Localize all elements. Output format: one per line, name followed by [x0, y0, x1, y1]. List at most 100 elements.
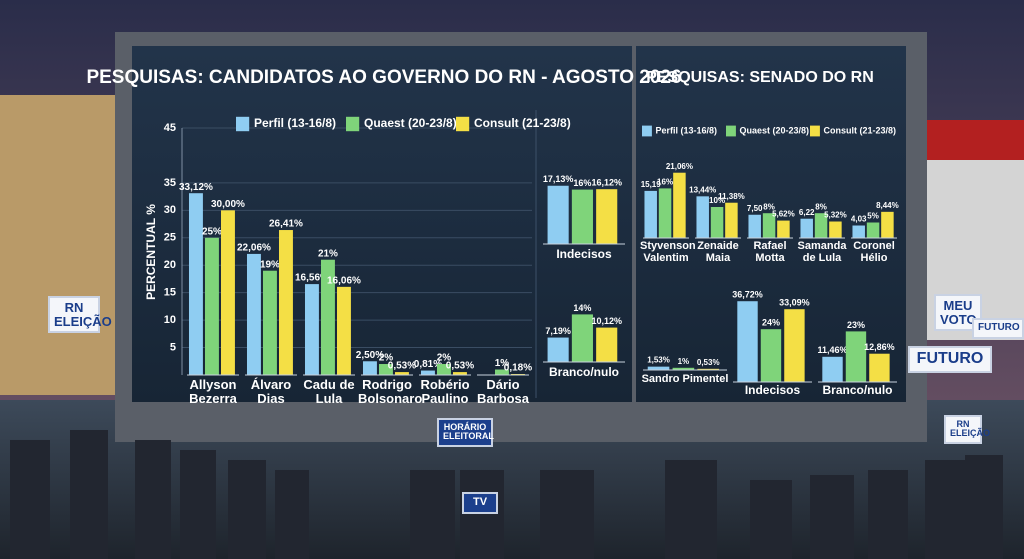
legend-swatch	[456, 116, 470, 132]
bar	[378, 364, 393, 375]
value-label: 8,44%	[876, 201, 899, 210]
value-label: 25%	[202, 226, 222, 237]
legend-swatch	[642, 125, 652, 137]
bar	[672, 367, 695, 370]
bar	[647, 366, 670, 370]
legend-label: Quaest (20-23/8)	[740, 125, 810, 135]
tv-logo: TV	[462, 492, 498, 514]
crowd	[10, 430, 1003, 559]
bar	[881, 211, 894, 238]
value-label: 33,09%	[779, 298, 810, 308]
legend-label: Perfil (13-16/8)	[254, 116, 336, 130]
legend-swatch	[726, 125, 736, 137]
value-label: 0,81%	[414, 359, 442, 370]
y-tick-label: 35	[164, 177, 176, 189]
bar	[777, 220, 790, 238]
value-label: 2%	[437, 353, 452, 364]
y-tick-label: 20	[164, 259, 176, 271]
bar	[866, 222, 880, 238]
value-label: 13,44%	[689, 185, 716, 194]
y-tick-label: 10	[164, 314, 176, 326]
value-label: 16,56%	[295, 273, 329, 284]
value-label: 23%	[847, 320, 865, 330]
value-label: 10,12%	[591, 316, 622, 326]
sign: RN ELEIÇÃO	[944, 415, 990, 444]
value-label: 19%	[260, 259, 280, 270]
bar	[320, 259, 335, 375]
value-label: 0,53%	[446, 361, 474, 372]
category-label: Indecisos	[556, 247, 612, 261]
value-label: 1%	[495, 358, 510, 369]
category-label: Indecisos	[744, 383, 801, 397]
bar	[596, 189, 618, 244]
bar	[644, 190, 657, 238]
value-label: 8%	[763, 202, 775, 211]
category-label: Coronel Hélio	[853, 240, 895, 264]
legend-label: Consult (21-23/8)	[474, 116, 571, 130]
legend-label: Consult (21-23/8)	[824, 125, 897, 135]
value-label: 0,53%	[697, 358, 720, 367]
value-label: 24%	[762, 318, 780, 328]
category-label: Cadu de Lula	[303, 377, 355, 406]
category-label: Allyson Bezerra	[189, 377, 237, 406]
bar	[737, 301, 758, 382]
category-label: Branco/nulo	[548, 365, 619, 379]
bar	[337, 286, 351, 375]
bar	[658, 188, 672, 238]
bar	[362, 361, 377, 375]
value-label: 33,12%	[179, 182, 213, 193]
value-label: 1,53%	[647, 356, 670, 365]
bar	[710, 207, 724, 238]
value-label: 16%	[573, 178, 591, 188]
value-label: 30,00%	[211, 199, 245, 210]
value-label: 36,72%	[732, 290, 763, 300]
bar	[547, 337, 569, 362]
category-label: Samanda de Lula	[797, 240, 847, 264]
value-label: 7,50	[747, 204, 763, 213]
value-label: 2,50%	[356, 350, 384, 361]
bar	[547, 185, 569, 244]
category-label: Dário Barbosa	[476, 377, 530, 406]
bar	[760, 329, 782, 382]
value-label: 6,22	[799, 208, 815, 217]
category-label: Zenaide Maia	[697, 240, 739, 264]
chart-title: PESQUISAS: CANDIDATOS AO GOVERNO DO RN -…	[86, 67, 681, 88]
value-label: 21,06%	[666, 162, 693, 171]
legend-swatch	[346, 116, 360, 132]
value-label: 8%	[815, 202, 827, 211]
value-label: 1%	[678, 357, 690, 366]
value-label: 16%	[657, 178, 673, 187]
category-label: Rodrigo Bolsonaro	[358, 377, 423, 406]
legend-swatch	[236, 116, 250, 132]
y-tick-label: 5	[170, 341, 176, 353]
value-label: 22,06%	[237, 243, 271, 254]
bar	[725, 202, 738, 238]
sign: FUTURO	[908, 346, 992, 373]
sign: RN ELEIÇÃO	[48, 296, 112, 334]
bar	[800, 218, 813, 238]
value-label: 17,13%	[543, 174, 574, 184]
y-tick-label: 45	[164, 122, 176, 134]
bar	[420, 370, 435, 375]
value-label: 5,62%	[772, 210, 795, 219]
value-label: 5,32%	[824, 211, 847, 220]
bar	[697, 368, 720, 370]
value-label: 12,86%	[864, 342, 895, 352]
value-label: 14%	[573, 303, 591, 313]
bar	[852, 225, 865, 238]
value-label: 26,41%	[269, 219, 303, 230]
bar	[188, 193, 203, 375]
value-label: 16,12%	[591, 178, 622, 188]
value-label: 4,03	[851, 215, 867, 224]
bar	[748, 214, 761, 238]
y-axis-label: PERCENTUAL %	[144, 204, 158, 300]
legend-swatch	[810, 125, 820, 137]
y-tick-label: 25	[164, 232, 176, 244]
bar	[673, 172, 686, 238]
y-tick-label: 15	[164, 287, 176, 299]
chart-title: PESQUISAS: SENADO DO RN	[646, 69, 874, 86]
camera-sign: HORÁRIO ELEITORAL	[437, 418, 494, 447]
bar	[246, 253, 261, 375]
